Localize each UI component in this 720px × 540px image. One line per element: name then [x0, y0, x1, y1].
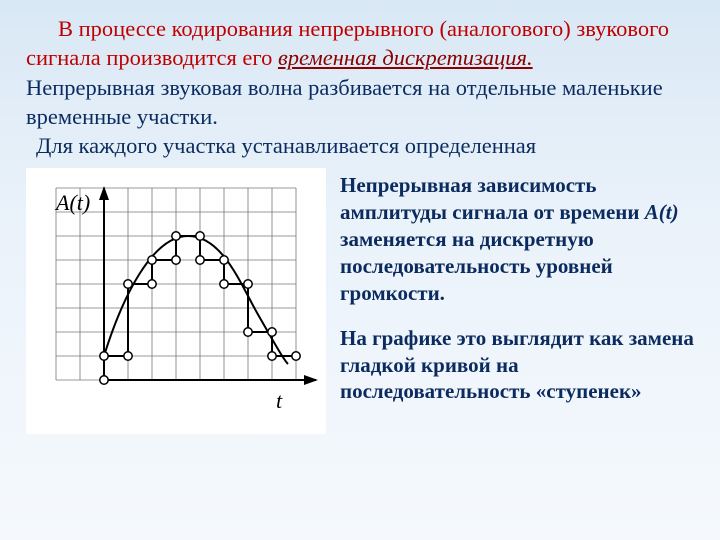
right-text-column: Непрерывная зависимость амплитуды сигнал… [340, 168, 694, 434]
lower-block: A(t) t Непрерывная зависимость амплитуды … [26, 168, 694, 434]
chart-column: A(t) t [26, 168, 326, 434]
y-axis-label: A(t) [54, 190, 90, 215]
para-2: Непрерывная звуковая волна разбивается н… [26, 73, 694, 132]
right-para-1: Непрерывная зависимость амплитуды сигнал… [340, 172, 694, 306]
top-text-block: В процессе кодирования непрерывного (ана… [26, 14, 694, 160]
right-para-1b: заменяется на дискретную последовательно… [340, 227, 613, 305]
x-axis-label: t [276, 388, 283, 413]
para-1-underline: временная дискретизация. [278, 45, 533, 70]
para-1: В процессе кодирования непрерывного (ана… [26, 14, 694, 73]
para-3: Для каждого участка устанавливается опре… [26, 131, 694, 160]
right-para-1a: Непрерывная зависимость амплитуды сигнал… [340, 173, 645, 224]
right-para-2: На графике это выглядит как замена гладк… [340, 325, 694, 406]
discretization-chart: A(t) t [26, 168, 326, 434]
right-para-1-func: A(t) [645, 200, 679, 224]
chart-svg: A(t) t [26, 168, 326, 434]
